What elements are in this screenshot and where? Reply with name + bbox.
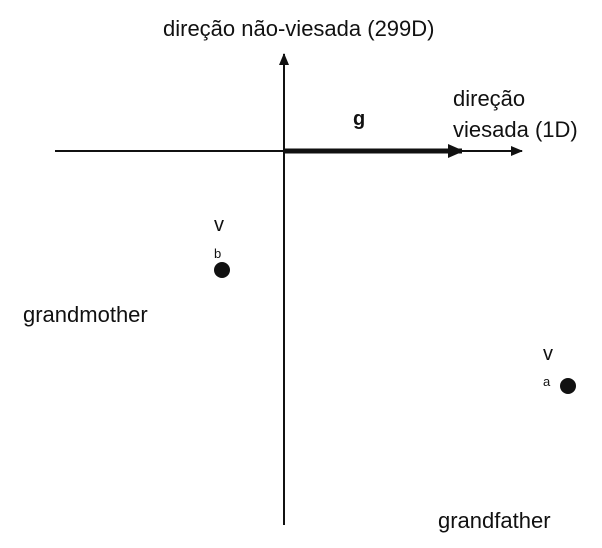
horizontal-axis-label-line1: direção	[453, 86, 525, 111]
point-a-symbol: v	[543, 343, 553, 365]
point-b-subscript: b	[214, 246, 221, 261]
point-b-dot	[214, 262, 230, 278]
point-a-word: grandfather	[438, 508, 551, 533]
point-a-dot	[560, 378, 576, 394]
point-a-subscript: a	[543, 374, 551, 389]
point-b-word: grandmother	[23, 302, 148, 327]
point-b-symbol: v	[214, 214, 224, 236]
vertical-axis-label: direção não-viesada (299D)	[163, 16, 435, 41]
horizontal-axis-label-line2: viesada (1D)	[453, 117, 578, 142]
bias-vector-label: g	[353, 108, 365, 130]
